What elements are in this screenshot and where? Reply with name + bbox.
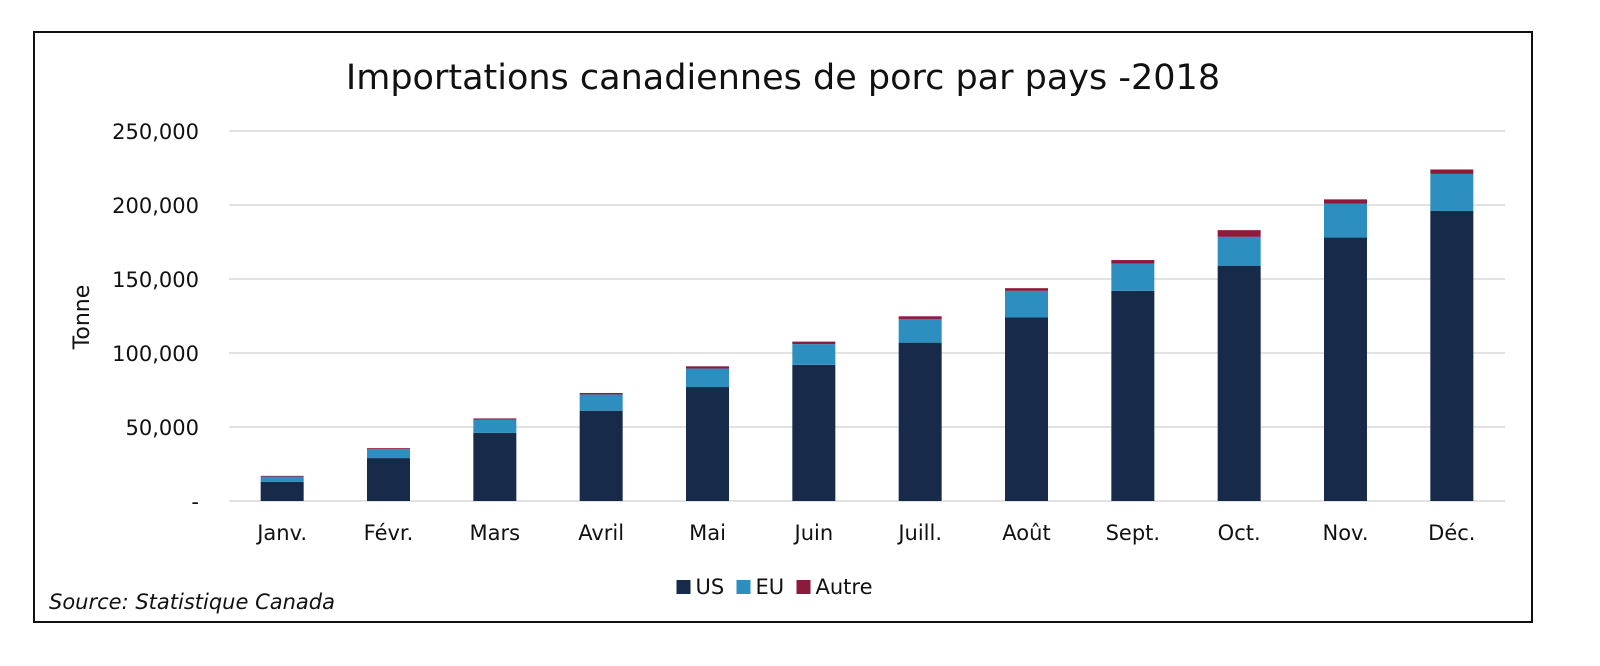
bar-autre bbox=[473, 418, 517, 420]
x-tick-label: Janv. bbox=[255, 521, 307, 545]
bar-us bbox=[367, 458, 410, 501]
grid-lines bbox=[229, 130, 1505, 502]
legend-swatch-us bbox=[676, 580, 691, 594]
x-tick-label: Juill. bbox=[896, 521, 942, 545]
y-tick-label: - bbox=[191, 490, 199, 514]
chart-title: Importations canadiennes de porc par pay… bbox=[346, 58, 1220, 98]
y-tick-label: 200,000 bbox=[112, 194, 199, 218]
bar-autre bbox=[1324, 199, 1367, 204]
y-tick-label: 50,000 bbox=[126, 416, 199, 440]
bar-autre bbox=[260, 475, 304, 477]
bar-autre bbox=[792, 341, 836, 345]
bar-us bbox=[898, 342, 942, 501]
x-tick-label: Juin bbox=[793, 521, 834, 545]
x-tick-label: Nov. bbox=[1322, 521, 1368, 545]
bar-us bbox=[579, 410, 623, 501]
legend-label-us: US bbox=[696, 575, 725, 599]
bar-us bbox=[1005, 317, 1048, 501]
x-tick-label: Sept. bbox=[1106, 521, 1161, 545]
bar-eu bbox=[1324, 203, 1367, 238]
y-tick-label: 250,000 bbox=[112, 120, 199, 144]
bar-us bbox=[1111, 290, 1155, 501]
x-tick-label: Oct. bbox=[1218, 521, 1261, 545]
bar-eu bbox=[686, 368, 729, 388]
bar-eu bbox=[1111, 263, 1155, 291]
legend-label-autre: Autre bbox=[816, 575, 873, 599]
y-tick-label: 100,000 bbox=[112, 342, 199, 366]
bar-autre bbox=[579, 392, 623, 395]
bar-autre bbox=[898, 316, 942, 319]
legend-swatch-eu bbox=[736, 580, 751, 594]
bar-autre bbox=[686, 366, 729, 369]
bar-autre bbox=[1430, 169, 1474, 174]
x-tick-label: Avril bbox=[578, 521, 624, 545]
chart-frame bbox=[33, 31, 1533, 623]
bar-eu bbox=[1005, 290, 1048, 318]
bar-us bbox=[1324, 237, 1367, 501]
bar-autre bbox=[1005, 288, 1048, 291]
x-tick-label: Févr. bbox=[364, 521, 414, 545]
bar-autre bbox=[1217, 230, 1261, 237]
legend: US EU Autre bbox=[676, 575, 873, 599]
legend-swatch-autre bbox=[796, 580, 811, 594]
bar-eu bbox=[898, 318, 942, 343]
bar-eu bbox=[1217, 236, 1261, 266]
bar-eu bbox=[579, 394, 623, 411]
bar-autre bbox=[1111, 260, 1155, 264]
bar-eu bbox=[1430, 173, 1474, 211]
source-note: Source: Statistique Canada bbox=[49, 590, 335, 614]
bar-eu bbox=[260, 476, 304, 482]
x-tick-labels: Janv. Févr. Mars Avril Mai Juin Juill. Août Sept… bbox=[255, 521, 1475, 545]
y-tick-label: 150,000 bbox=[112, 268, 199, 292]
x-tick-label: Août bbox=[1002, 521, 1050, 545]
bar-us bbox=[1217, 265, 1261, 501]
bar-us bbox=[260, 481, 304, 501]
bar-autre bbox=[367, 448, 410, 450]
bar-us bbox=[1430, 210, 1474, 502]
legend-label-eu: EU bbox=[756, 575, 785, 599]
x-tick-label: Déc. bbox=[1428, 521, 1475, 545]
bar-eu bbox=[792, 344, 836, 365]
bars bbox=[260, 169, 1474, 502]
bar-eu bbox=[367, 449, 410, 459]
bar-us bbox=[686, 387, 729, 501]
y-tick-labels: - 50,000 100,000 150,000 200,000 250,000 bbox=[112, 120, 199, 514]
y-axis-label: Tonne bbox=[70, 285, 95, 351]
bar-us bbox=[792, 364, 836, 501]
bar-eu bbox=[473, 419, 517, 433]
x-tick-label: Mars bbox=[470, 521, 521, 545]
bar-us bbox=[473, 432, 517, 501]
x-tick-label: Mai bbox=[689, 521, 726, 545]
